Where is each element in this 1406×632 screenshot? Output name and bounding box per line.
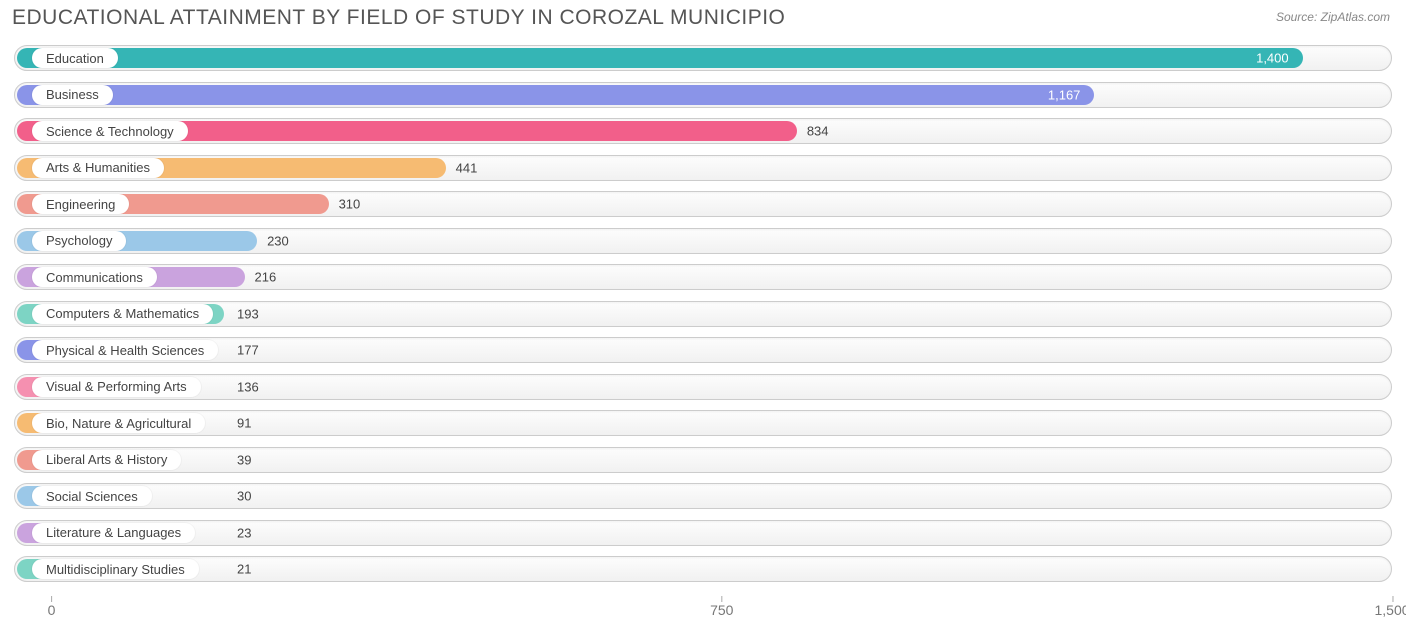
bar-track (14, 447, 1392, 473)
category-label: Business (46, 87, 99, 102)
source-attribution: Source: ZipAtlas.com (1276, 10, 1390, 24)
tick-mark (722, 596, 723, 602)
bar-track (14, 410, 1392, 436)
bar-row: Computers & Mathematics 193 (14, 296, 1392, 333)
category-pill: Liberal Arts & History (32, 450, 181, 470)
bar-value-label: 441 (456, 160, 478, 175)
bar-row: Bio, Nature & Agricultural 91 (14, 405, 1392, 442)
bar-row: Social Sciences 30 (14, 478, 1392, 515)
bar-row: Literature & Languages 23 (14, 515, 1392, 552)
category-label: Bio, Nature & Agricultural (46, 416, 191, 431)
bar-value-label: 193 (237, 306, 259, 321)
category-pill: Bio, Nature & Agricultural (32, 413, 205, 433)
bar-fill (17, 48, 1303, 68)
tick-label: 1,500 (1374, 602, 1406, 618)
tick-mark (52, 596, 53, 602)
bar-fill (17, 85, 1094, 105)
category-label: Education (46, 51, 104, 66)
bar-value-label: 216 (255, 270, 277, 285)
bar-row: Engineering 310 (14, 186, 1392, 223)
bar-value-label: 23 (237, 525, 251, 540)
chart-plot-area: Education 1,400 Business 1,167 Science & Tec… (14, 40, 1392, 598)
category-label: Arts & Humanities (46, 160, 150, 175)
bar-row: Education 1,400 (14, 40, 1392, 77)
bar-row: Arts & Humanities 441 (14, 150, 1392, 187)
bar-row: Psychology 230 (14, 223, 1392, 260)
bar-track (14, 374, 1392, 400)
x-axis-tick: 750 (710, 602, 733, 618)
category-pill: Social Sciences (32, 486, 152, 506)
category-pill: Engineering (32, 194, 129, 214)
bar-value-label: 136 (237, 379, 259, 394)
bar-row: Liberal Arts & History 39 (14, 442, 1392, 479)
bar-row: Multidisciplinary Studies 21 (14, 551, 1392, 588)
bar-row: Physical & Health Sciences 177 (14, 332, 1392, 369)
bar-value-label: 230 (267, 233, 289, 248)
category-label: Multidisciplinary Studies (46, 562, 185, 577)
bar-track (14, 483, 1392, 509)
bar-row: Business 1,167 (14, 77, 1392, 114)
bar-value-label: 834 (807, 124, 829, 139)
category-label: Science & Technology (46, 124, 174, 139)
category-pill: Visual & Performing Arts (32, 377, 201, 397)
category-label: Liberal Arts & History (46, 452, 167, 467)
tick-mark (1392, 596, 1393, 602)
bar-value-label: 30 (237, 489, 251, 504)
bar-track (14, 520, 1392, 546)
bar-track (14, 337, 1392, 363)
category-pill: Arts & Humanities (32, 158, 164, 178)
bar-value-label: 177 (237, 343, 259, 358)
category-label: Physical & Health Sciences (46, 343, 204, 358)
tick-label: 750 (710, 602, 733, 618)
x-axis-tick: 0 (48, 602, 56, 618)
tick-label: 0 (48, 602, 56, 618)
bar-value-label: 21 (237, 562, 251, 577)
bar-value-label: 39 (237, 452, 251, 467)
category-label: Communications (46, 270, 143, 285)
category-label: Psychology (46, 233, 112, 248)
bar-value-label: 1,400 (1256, 51, 1289, 66)
bar-row: Communications 216 (14, 259, 1392, 296)
bar-track (14, 556, 1392, 582)
category-pill: Education (32, 48, 118, 68)
x-axis-tick: 1,500 (1374, 602, 1406, 618)
bar-value-label: 91 (237, 416, 251, 431)
x-axis: 07501,500 (14, 602, 1392, 624)
category-pill: Communications (32, 267, 157, 287)
bar-value-label: 310 (339, 197, 361, 212)
category-pill: Science & Technology (32, 121, 188, 141)
bar-value-label: 1,167 (1048, 87, 1081, 102)
category-label: Social Sciences (46, 489, 138, 504)
category-label: Literature & Languages (46, 525, 181, 540)
bar-row: Science & Technology 834 (14, 113, 1392, 150)
category-pill: Literature & Languages (32, 523, 195, 543)
category-pill: Psychology (32, 231, 126, 251)
category-pill: Business (32, 85, 113, 105)
category-pill: Computers & Mathematics (32, 304, 213, 324)
chart-title: EDUCATIONAL ATTAINMENT BY FIELD OF STUDY… (12, 6, 785, 30)
bar-row: Visual & Performing Arts 136 (14, 369, 1392, 406)
category-label: Computers & Mathematics (46, 306, 199, 321)
category-pill: Physical & Health Sciences (32, 340, 218, 360)
category-pill: Multidisciplinary Studies (32, 559, 199, 579)
category-label: Visual & Performing Arts (46, 379, 187, 394)
category-label: Engineering (46, 197, 115, 212)
